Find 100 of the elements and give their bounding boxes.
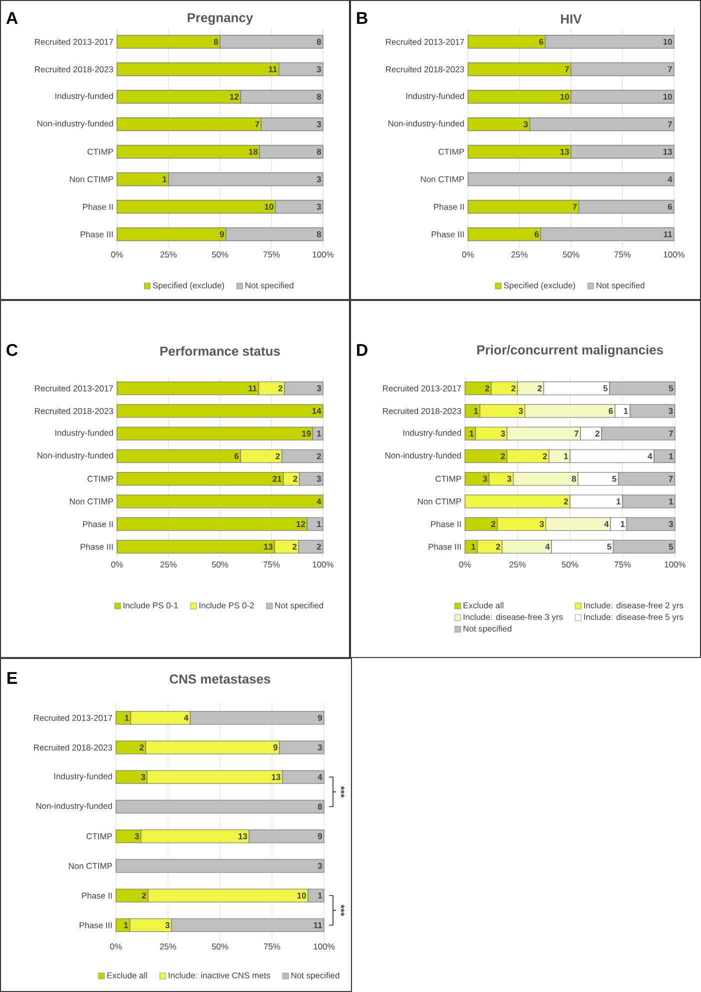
y-tick-label: Non CTIMP [70,498,114,504]
annotation: 3 [316,121,321,128]
annotation: 9 [273,744,278,750]
x-tick-label: 25% [160,562,177,568]
y-tick-label: Industry-funded [55,430,113,438]
text: A [6,12,18,24]
annotation: 3 [540,521,544,528]
annotation: 3 [316,476,321,482]
annotation: 12 [230,94,239,100]
y-tick-label: Recruited 2018-2023 [386,66,464,72]
annotation: 1 [124,922,128,928]
annotation: 2 [485,385,490,392]
annotation: 13 [272,774,280,780]
annotation: 2 [511,385,516,392]
annotation: 3 [524,121,528,128]
annotation: 2 [278,385,282,392]
chart-title: Performance status [160,346,280,356]
annotation: 1 [318,892,322,898]
annotation: 3 [140,774,146,780]
y-tick-label: CTIMP [86,833,112,840]
annotation: 4 [604,521,609,527]
annotation: 13 [560,148,569,155]
annotation: 8 [214,38,218,45]
x-tick-label: 25% [160,944,176,950]
legend-label: Not specified [275,602,324,610]
annotation: 3 [318,862,322,869]
annotation: 7 [255,121,260,128]
annotation: 5 [668,385,674,392]
y-tick-label: Recruited 2013-2017 [35,385,114,392]
annotation: 3 [134,833,139,840]
legend-label: Include: disease-free 3 yrs [464,614,563,622]
annotation: 2 [140,744,144,750]
annotation: 7 [668,430,673,436]
x-tick-label: 75% [614,562,631,568]
x-tick-label: 0% [111,252,123,258]
legend-label: Include: disease-free 5 yrs [584,614,684,622]
x-tick-label: 25% [511,252,528,258]
annotation: 2 [292,544,297,550]
y-tick-label: Phase II [434,204,464,210]
y-tick-label: Recruited 2013-2017 [383,385,462,392]
annotation: 3 [318,744,322,750]
bar [116,859,324,873]
legend-label: Specified (exclude) [152,282,224,290]
y-tick-label: Non CTIMP [418,498,462,504]
annotation: 8 [316,231,322,238]
y-tick-label: Phase II [83,204,113,210]
x-tick-label: 100% [312,252,334,258]
annotation: 10 [560,94,569,100]
annotation: 8 [316,94,322,100]
annotation: 7 [564,66,569,72]
annotation: 2 [142,892,146,899]
x-tick-label: 75% [264,944,280,950]
annotation: 1 [616,498,621,504]
annotation: 1 [472,544,476,550]
y-tick-label: Phase III [80,922,112,928]
annotation: 4 [648,453,652,460]
chart-title: HIV [561,14,582,24]
annotation: 11 [664,231,672,238]
y-tick-label: Recruited 2018-2023 [383,408,462,414]
x-tick-label: 50% [562,252,580,258]
annotation: 3 [316,66,321,72]
annotation: 10 [663,94,672,100]
legend-label: Specified (exclude) [504,282,575,290]
annotation: 1 [620,521,625,527]
x-tick-label: 75% [263,252,280,258]
annotation: 6 [608,408,613,414]
annotation: 5 [668,544,674,550]
bar [468,172,674,186]
annotation: 2 [491,521,496,528]
legend-label: Exclude all [464,602,504,608]
annotation: 3 [482,476,488,482]
annotation: 9 [318,833,322,840]
annotation: 3 [507,476,512,482]
annotation: 3 [316,204,321,210]
annotation: 2 [500,453,505,460]
y-tick-label: Phase III [80,231,113,238]
y-tick-label: Recruited 2013-2017 [34,714,112,721]
y-tick-label: Phase II [82,892,112,899]
x-tick-label: 50% [212,252,228,258]
annotation: 4 [668,176,672,182]
annotation: 7 [668,476,673,482]
text: *** [340,904,344,916]
annotation: 10 [663,38,672,45]
annotation: 2 [564,498,568,504]
annotation: 18 [248,148,258,155]
annotation: 21 [272,476,282,482]
bar [116,800,324,814]
y-tick-label: Non CTIMP [420,176,464,182]
y-tick-label: Non CTIMP [68,862,112,869]
x-tick-label: 0% [110,944,122,950]
y-tick-label: Non-industry-funded [37,452,113,460]
text: C [6,344,18,356]
annotation: 5 [607,544,612,550]
annotation: 2 [316,453,321,460]
chart-title: Pregnancy [188,13,254,25]
x-tick-label: 100% [664,562,686,568]
bar [116,494,324,508]
legend-label: Not specified [596,282,644,290]
y-tick-label: Recruited 2013-2017 [386,38,464,45]
annotation: 9 [318,714,322,721]
